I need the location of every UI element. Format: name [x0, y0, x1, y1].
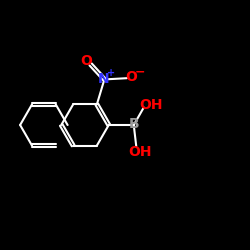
Text: +: + [107, 68, 116, 78]
Text: N: N [98, 72, 110, 86]
Text: −: − [135, 66, 145, 78]
Text: O: O [80, 54, 92, 68]
Text: O: O [126, 70, 137, 85]
Text: B: B [128, 118, 139, 132]
Text: OH: OH [139, 98, 162, 112]
Text: OH: OH [128, 145, 152, 159]
